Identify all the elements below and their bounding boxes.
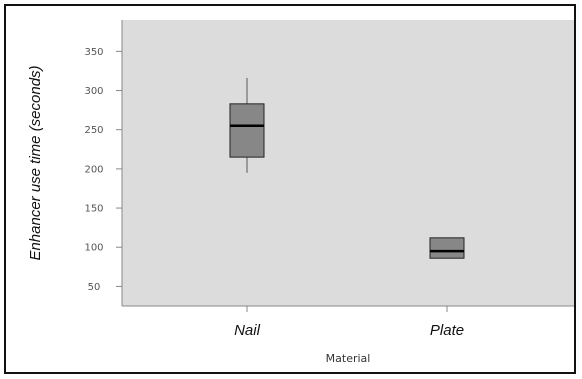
y-tick-label: 250 bbox=[84, 125, 103, 136]
y-tick-label: 150 bbox=[84, 204, 103, 215]
y-tick-label: 200 bbox=[84, 164, 103, 175]
y-tick-label: 350 bbox=[84, 47, 103, 58]
box-nail bbox=[229, 103, 265, 158]
chart-frame: 50 100 150 200 250 300 350 Nail Plate Enhancer … bbox=[4, 4, 576, 374]
y-tick-label: 50 bbox=[88, 282, 101, 293]
boxplot-chart: 50 100 150 200 250 300 350 Nail Plate Enhancer … bbox=[27, 20, 574, 365]
x-tick-label: Plate bbox=[430, 322, 464, 339]
x-axis-title: Material bbox=[326, 352, 371, 365]
y-tick-label: 300 bbox=[84, 86, 103, 97]
plot-area bbox=[122, 20, 574, 306]
x-tick-label: Nail bbox=[234, 322, 261, 339]
box-plate bbox=[429, 237, 465, 259]
y-axis-title: Enhancer use time (seconds) bbox=[27, 65, 44, 260]
y-tick-label: 100 bbox=[84, 243, 103, 254]
